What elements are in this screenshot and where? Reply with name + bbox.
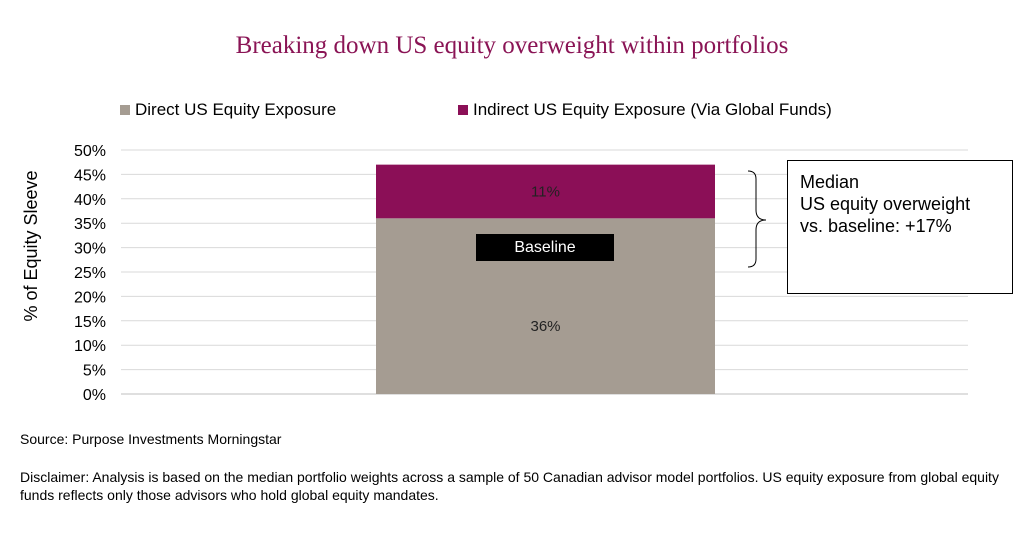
legend-swatch-direct	[120, 105, 130, 115]
data-label-indirect: 11%	[531, 183, 560, 200]
y-axis-ticks: 0% 5% 10% 15% 20% 25% 30% 35% 40% 45% 50%	[74, 143, 106, 404]
y-tick-label: 10%	[74, 338, 106, 355]
y-tick-label: 40%	[74, 192, 106, 209]
y-tick-label: 20%	[74, 289, 106, 306]
legend-item-indirect: Indirect US Equity Exposure (Via Global …	[458, 100, 832, 120]
legend-label-indirect: Indirect US Equity Exposure (Via Global …	[473, 100, 832, 119]
disclaimer-note: Disclaimer: Analysis is based on the med…	[20, 469, 999, 503]
legend-label-direct: Direct US Equity Exposure	[135, 100, 337, 119]
callout-bracket	[747, 170, 767, 268]
callout-line-1: Median	[800, 172, 860, 192]
source-note: Source: Purpose Investments Morningstar	[20, 431, 282, 447]
y-tick-label: 45%	[74, 167, 106, 184]
data-label-direct: 36%	[530, 318, 560, 335]
bar-indirect	[376, 164, 715, 219]
callout-line-3: vs. baseline: +17%	[800, 216, 952, 236]
chart-title: Breaking down US equity overweight withi…	[235, 32, 789, 59]
y-axis-label: % of Equity Sleeve	[21, 170, 41, 321]
y-tick-label: 0%	[83, 387, 106, 404]
bars: 36% 11%	[376, 164, 715, 394]
callout-line-2: US equity overweight	[800, 194, 971, 214]
y-tick-label: 25%	[74, 265, 106, 282]
callout-box: Median US equity overweight vs. baseline…	[787, 160, 1013, 294]
y-tick-label: 5%	[83, 363, 106, 380]
baseline-label: Baseline	[476, 234, 614, 261]
legend-item-direct: Direct US Equity Exposure	[120, 100, 336, 120]
y-tick-label: 50%	[74, 143, 106, 160]
y-tick-label: 30%	[74, 241, 106, 258]
y-tick-label: 15%	[74, 314, 106, 331]
y-tick-label: 35%	[74, 216, 106, 233]
legend-swatch-indirect	[458, 105, 468, 115]
